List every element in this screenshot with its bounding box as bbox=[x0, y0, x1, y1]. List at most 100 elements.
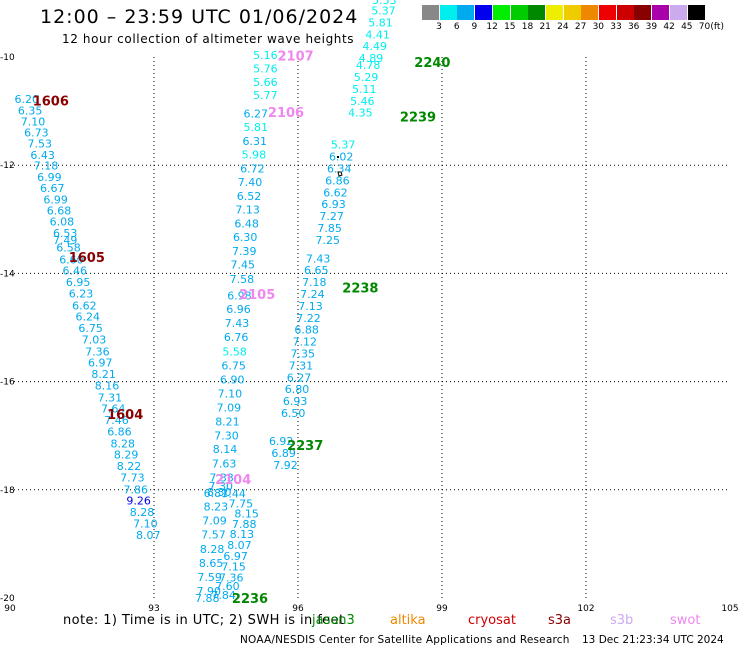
wave-height-value: 7.49 bbox=[53, 234, 78, 247]
wave-height-value: 7.63 bbox=[212, 457, 237, 470]
wave-height-value: 7.53 bbox=[28, 138, 53, 151]
legend-swatch bbox=[528, 5, 546, 20]
x-tick-label: 99 bbox=[436, 604, 448, 614]
wave-height-value: 8.15 bbox=[234, 508, 259, 521]
wave-height-value: 6.97 bbox=[223, 550, 248, 563]
wave-height-value: 8.65 bbox=[199, 557, 224, 570]
x-tick-label: 93 bbox=[148, 604, 159, 614]
wave-height-value: 6.27 bbox=[244, 107, 269, 120]
island-marks bbox=[337, 156, 343, 177]
legend-swatch bbox=[563, 5, 581, 20]
wave-height-value: 4.35 bbox=[348, 107, 373, 120]
wave-height-value: 6.58 bbox=[56, 241, 81, 254]
wave-height-value: 5.46 bbox=[350, 95, 375, 108]
satellite-label-s3a: s3a bbox=[548, 613, 572, 628]
wave-height-value: 9.26 bbox=[126, 495, 151, 508]
wave-height-value: 6.90 bbox=[220, 373, 245, 386]
wave-height-value: 7.39 bbox=[232, 245, 257, 258]
wave-height-value: 7.30 bbox=[214, 430, 239, 443]
legend-label: 9 bbox=[471, 22, 478, 32]
wave-height-value: 5.81 bbox=[368, 16, 393, 29]
legend-label: 24 bbox=[557, 22, 569, 32]
wave-height-value: 6.20 bbox=[15, 93, 40, 106]
wave-height-value: 7.58 bbox=[230, 273, 255, 286]
satellite-label-cryosat: cryosat bbox=[468, 613, 516, 628]
wave-height-value: 7.22 bbox=[296, 312, 321, 325]
wave-height-value: 6.62 bbox=[323, 186, 348, 199]
wave-height-value: 5.98 bbox=[242, 148, 267, 161]
wave-height-value: 6.97 bbox=[88, 357, 113, 370]
pass-time-label: 1604 bbox=[107, 408, 143, 423]
wave-height-value: 7.88 bbox=[195, 592, 220, 605]
wave-height-value: 6.98 bbox=[227, 290, 252, 303]
legend-swatch bbox=[616, 5, 634, 20]
legend-swatch bbox=[581, 5, 599, 20]
wave-height-value: 5.11 bbox=[352, 83, 377, 96]
x-tick-label: 105 bbox=[721, 604, 738, 614]
wave-height-value: 6.62 bbox=[72, 299, 97, 312]
y-tick-label: -12 bbox=[0, 161, 15, 171]
wave-height-value: 6.24 bbox=[76, 311, 101, 324]
axis-ticks: 90 93 96 99 102 105 -10 -12 -14 -16 -18 -20 bbox=[0, 53, 739, 614]
wave-height-value: 7.36 bbox=[219, 571, 244, 584]
wave-height-value: 6.73 bbox=[24, 127, 49, 140]
wave-height-value: 7.75 bbox=[229, 497, 254, 510]
wave-height-value: 7.10 bbox=[21, 115, 46, 128]
wave-height-value: 8.13 bbox=[230, 528, 255, 541]
wave-height-value: 6.52 bbox=[237, 190, 262, 203]
wave-height-value: 7.31 bbox=[98, 391, 123, 404]
wave-height-value: 5.37 bbox=[331, 139, 356, 152]
wave-height-value: 7.90 bbox=[196, 585, 221, 598]
wave-height-value: 7.88 bbox=[232, 518, 257, 531]
wave-height-value: 6.95 bbox=[66, 276, 91, 289]
wave-height-value: 6.75 bbox=[221, 359, 246, 372]
pass-time-label: 1606 bbox=[33, 94, 69, 109]
satellite-label-swot: swot bbox=[670, 613, 701, 628]
wave-height-values: 6.206.357.106.737.536.437.186.996.676.99… bbox=[15, 0, 397, 605]
legend-swatch bbox=[599, 5, 616, 20]
credit-line: NOAA/NESDIS Center for Satellite Applica… bbox=[240, 634, 570, 646]
x-tick-label: 96 bbox=[292, 604, 304, 614]
wave-height-value: 6.88 bbox=[294, 324, 319, 337]
map-title: 12:00 – 23:59 UTC 01/06/2024 bbox=[40, 6, 359, 28]
wave-height-value: 6.93 bbox=[283, 395, 308, 408]
generated-timestamp: 13 Dec 21:23:34 UTC 2024 bbox=[582, 634, 724, 646]
wave-height-value: 6.92 bbox=[269, 435, 294, 448]
pass-time-label: 2105 bbox=[239, 288, 275, 303]
legend-label: 30 bbox=[592, 22, 605, 32]
pass-time-label: 2238 bbox=[342, 281, 378, 296]
wave-height-value: 6.80 bbox=[285, 383, 310, 396]
legend-swatch bbox=[439, 5, 457, 20]
y-tick-label: -10 bbox=[0, 53, 15, 63]
x-tick-label: 90 bbox=[4, 604, 16, 614]
wave-height-value: 8.14 bbox=[213, 443, 238, 456]
wave-height-value: 7.59 bbox=[197, 571, 222, 584]
wave-height-value: 6.46 bbox=[63, 265, 88, 278]
wave-height-value: 6.99 bbox=[43, 193, 68, 206]
wave-height-value: 8.30 bbox=[207, 486, 232, 499]
wave-height-value: 4.49 bbox=[363, 40, 388, 53]
wave-height-value: 6.50 bbox=[281, 407, 306, 420]
wave-height-value: 7.15 bbox=[221, 561, 246, 574]
wave-height-value: 5.29 bbox=[354, 71, 379, 84]
wave-height-value: 7.43 bbox=[306, 252, 331, 265]
wave-height-value: 8.07 bbox=[227, 539, 252, 552]
wave-height-value: 8.28 bbox=[111, 437, 136, 450]
legend-label: 6 bbox=[453, 22, 460, 32]
wave-height-value: 7.13 bbox=[235, 204, 260, 217]
legend-label: 42 bbox=[663, 22, 675, 32]
wave-height-value: 5.53 bbox=[372, 0, 397, 7]
legend-label: 12 bbox=[486, 22, 498, 32]
legend-label: 3 bbox=[436, 22, 442, 32]
wave-height-value: 7.35 bbox=[291, 347, 316, 360]
wave-height-value: 4.78 bbox=[356, 59, 381, 72]
pass-time-label: 2237 bbox=[287, 439, 323, 454]
wave-height-value: 6.27 bbox=[287, 371, 312, 384]
wave-height-value: 8.23 bbox=[204, 501, 229, 514]
wave-height-value: 7.31 bbox=[289, 359, 314, 372]
wave-height-value: 7.45 bbox=[231, 259, 256, 272]
map-subtitle: 12 hour collection of altimeter wave hei… bbox=[62, 32, 355, 46]
wave-height-value: 6.89 bbox=[271, 447, 296, 460]
pass-time-labels: 1606 1605 1604 2107 2106 2105 2104 2236 2237 2238… bbox=[33, 49, 451, 607]
wave-height-value: 8.29 bbox=[114, 449, 139, 462]
